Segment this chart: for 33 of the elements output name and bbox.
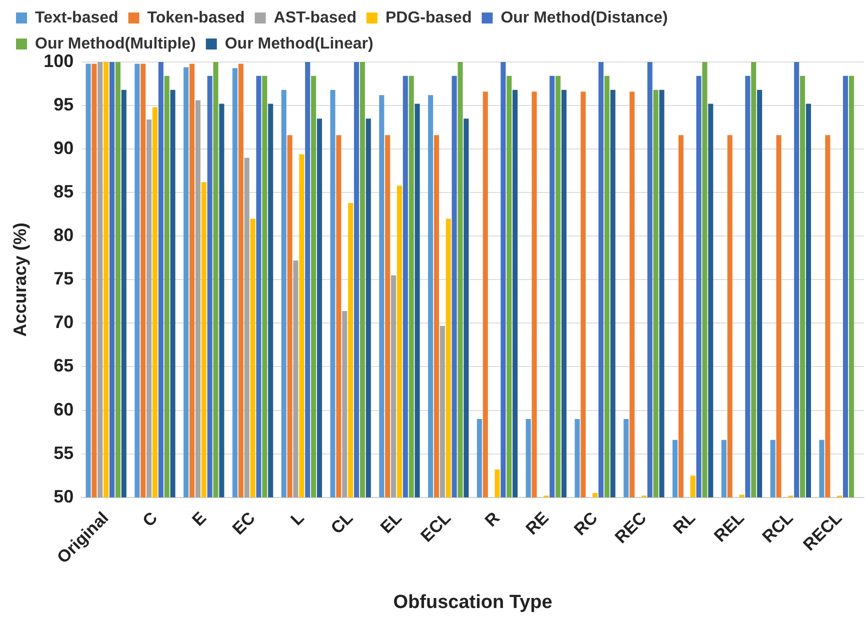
y-tick-label: 60 <box>54 399 74 420</box>
x-tick-label: RCL <box>758 508 797 546</box>
y-tick-label: 80 <box>54 225 74 246</box>
y-tick-label: 100 <box>44 50 74 71</box>
x-tick-label: RC <box>570 508 602 540</box>
x-tick-label: E <box>188 508 210 530</box>
x-axis-title: Obfuscation Type <box>393 592 552 613</box>
y-tick-label: 90 <box>54 138 74 158</box>
x-tick-label: RE <box>522 508 552 538</box>
y-tick-label: 50 <box>54 486 74 506</box>
legend-label: AST-based <box>274 9 356 26</box>
y-tick-label: 55 <box>54 442 74 463</box>
legend-label: Our Method(Multiple) <box>35 35 196 52</box>
x-tick-label: R <box>481 508 504 530</box>
y-tick-label: 85 <box>54 182 74 202</box>
x-tick-label: EL <box>376 508 406 538</box>
x-tick-label: REL <box>710 508 748 546</box>
legend-label: Our Method(Linear) <box>224 35 374 52</box>
x-tick-label: L <box>287 508 308 530</box>
y-axis-title: Accuracy (%) <box>10 222 30 337</box>
x-tick-label: CL <box>327 508 357 538</box>
x-tick-label: RL <box>670 508 699 538</box>
legend-label: Our Method(Distance) <box>500 9 668 26</box>
legend-label: Text-based <box>35 9 118 26</box>
y-tick-label: 65 <box>54 356 74 376</box>
x-tick-label: EC <box>228 508 259 538</box>
x-tick-label: C <box>139 508 162 530</box>
y-tick-label: 75 <box>54 268 74 289</box>
legend-label: Token-based <box>147 9 245 26</box>
y-tick-label: 70 <box>54 312 74 332</box>
y-tick-label: 95 <box>54 94 74 115</box>
x-tick-label: ECL <box>417 508 455 546</box>
legend-label: PDG-based <box>385 9 472 26</box>
